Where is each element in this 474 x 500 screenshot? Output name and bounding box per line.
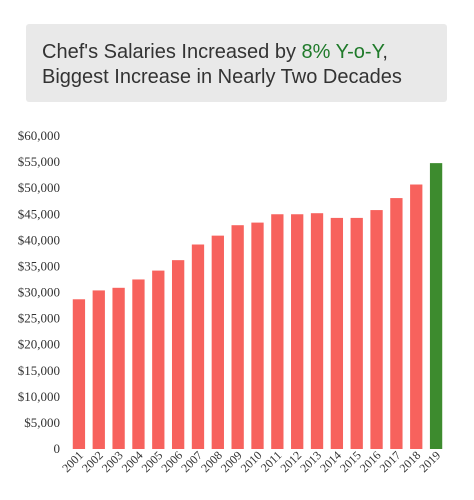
- bar-2006: [171, 260, 185, 449]
- x-axis: 2001200220032004200520062007200820092010…: [59, 448, 443, 475]
- y-tick-label: $50,000: [18, 180, 60, 195]
- bar-2013: [310, 213, 324, 449]
- y-tick-label: $55,000: [18, 154, 60, 169]
- bar-2008: [211, 235, 224, 449]
- y-tick-label: $60,000: [18, 128, 60, 143]
- title-suffix: ,: [382, 41, 388, 63]
- bar-2015: [350, 217, 363, 449]
- y-tick-label: $45,000: [18, 206, 60, 221]
- bar-2019: [429, 163, 443, 450]
- bar-2005: [152, 270, 165, 449]
- bar-2014: [330, 217, 344, 449]
- title-box: Chef's Salaries Increased by 8% Y-o-Y, B…: [26, 24, 447, 102]
- bar-2017: [390, 198, 403, 449]
- y-axis: 0 $5,000 $10,000 $15,000 $20,000 $25,000 $30,0…: [18, 128, 60, 456]
- y-tick-label: $20,000: [18, 337, 60, 352]
- bar-2003: [112, 287, 125, 449]
- y-tick-label: $35,000: [18, 258, 60, 273]
- bar-2011: [271, 214, 284, 449]
- y-tick-label: $25,000: [18, 311, 60, 326]
- y-tick-label: $10,000: [18, 389, 60, 404]
- chart-title-line-2: Biggest Increase in Nearly Two Decades: [42, 66, 402, 88]
- y-tick-label: $5,000: [24, 415, 60, 430]
- title-highlight: 8% Y-o-Y: [301, 41, 383, 63]
- bar-2010: [251, 222, 264, 449]
- y-tick-label: $15,000: [18, 363, 60, 378]
- y-tick-label: 0: [54, 441, 61, 456]
- y-tick-label: $30,000: [18, 285, 60, 300]
- bars: [72, 163, 443, 450]
- chart-title-line-1: Chef's Salaries Increased by 8% Y-o-Y,: [42, 41, 388, 64]
- bar-2004: [132, 279, 145, 449]
- bar-2016: [370, 210, 383, 449]
- bar-2009: [231, 225, 244, 449]
- title-prefix: Chef's Salaries Increased by: [42, 41, 302, 63]
- bar-2001: [72, 299, 86, 449]
- bar-2018: [410, 184, 423, 449]
- x-tick-label: 2019: [416, 448, 443, 475]
- y-tick-label: $40,000: [18, 232, 60, 247]
- bar-2007: [191, 244, 205, 449]
- bar-2002: [92, 290, 105, 449]
- bar-2012: [291, 214, 304, 449]
